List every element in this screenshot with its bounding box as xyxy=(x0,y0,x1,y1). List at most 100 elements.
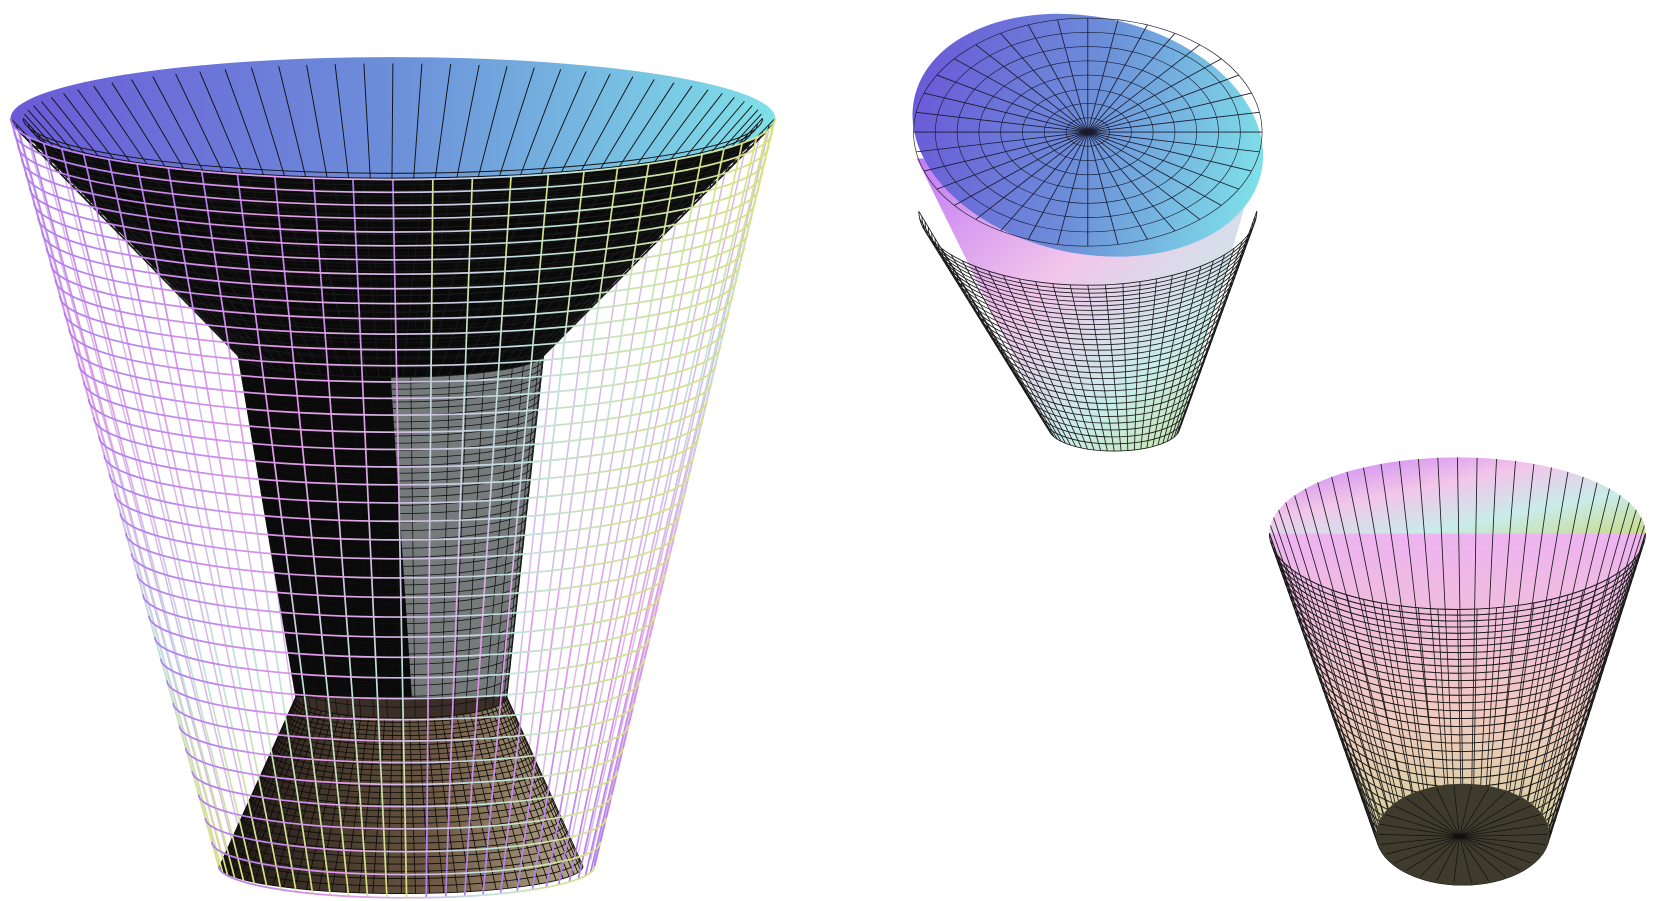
mesh-line xyxy=(77,89,261,343)
mesh-ring xyxy=(961,282,1232,341)
mesh-line xyxy=(577,143,743,880)
mesh-line xyxy=(236,174,331,896)
mesh-ring xyxy=(253,450,534,474)
mesh-ring xyxy=(275,742,528,766)
mesh-ring xyxy=(1006,357,1206,398)
mesh-ring xyxy=(1269,533,1646,610)
mesh-ring xyxy=(45,247,745,305)
mesh-ring xyxy=(1334,717,1588,779)
mesh-line xyxy=(60,148,245,883)
bottom-spoke xyxy=(1459,785,1472,837)
mesh-ring xyxy=(217,866,596,899)
mesh-ring xyxy=(235,830,568,858)
mesh-ring xyxy=(1011,365,1203,404)
mesh-line xyxy=(1380,463,1428,789)
mesh-line xyxy=(1304,488,1394,805)
mesh-line xyxy=(410,376,416,719)
mesh-ring xyxy=(1026,391,1194,424)
mesh-ring xyxy=(1001,349,1209,392)
mesh-line xyxy=(136,163,282,890)
mesh-ring xyxy=(22,118,763,174)
mesh-line xyxy=(1480,459,1497,785)
mesh-ring xyxy=(50,263,742,320)
mesh-line xyxy=(83,154,268,368)
mesh-ring xyxy=(241,817,562,844)
mesh-ring xyxy=(240,372,543,396)
mesh-line xyxy=(498,79,655,338)
mesh-ring xyxy=(184,748,624,786)
cap-ring xyxy=(1022,88,1154,176)
mesh-ring xyxy=(225,342,556,368)
mesh-ring xyxy=(271,553,523,576)
mesh-line xyxy=(459,172,567,375)
mesh-line xyxy=(352,179,388,898)
mesh-line xyxy=(1547,517,1642,824)
mesh-ring xyxy=(918,211,1258,286)
mesh-ring xyxy=(82,381,713,434)
bottom-spoke xyxy=(1436,788,1460,837)
mesh-ring xyxy=(277,737,526,761)
mesh-ring xyxy=(1302,627,1616,696)
mesh-ring xyxy=(106,218,678,265)
mesh-ring xyxy=(265,763,538,788)
mesh-line xyxy=(274,176,344,377)
mesh-line xyxy=(1346,471,1413,794)
mesh-ring xyxy=(17,145,770,207)
mesh-ring xyxy=(267,535,525,558)
mesh-line xyxy=(584,137,758,877)
mesh-ring xyxy=(59,295,734,351)
mesh-ring xyxy=(9,118,777,181)
mesh-ring xyxy=(279,732,524,756)
mesh-line xyxy=(28,137,229,877)
mesh-ring xyxy=(921,216,1256,290)
bottom-spoke xyxy=(1436,836,1460,881)
mesh-line xyxy=(273,176,350,897)
mesh-line xyxy=(390,63,394,331)
mesh-ring xyxy=(232,837,571,865)
mesh-ring xyxy=(259,482,531,506)
cap-ring xyxy=(956,46,1219,218)
bottom-spoke xyxy=(1394,805,1460,837)
mesh-ring xyxy=(996,341,1211,386)
mesh-line xyxy=(107,159,268,888)
open-cup xyxy=(1269,457,1646,886)
mesh-line xyxy=(1505,467,1552,791)
mesh-line xyxy=(268,367,318,711)
bottom-spoke xyxy=(1385,836,1460,855)
mesh-line xyxy=(470,71,587,335)
mesh-line xyxy=(390,377,402,719)
mesh-ring xyxy=(237,353,545,378)
mesh-ring xyxy=(982,318,1220,368)
mesh-ring xyxy=(57,167,728,222)
mesh-line xyxy=(531,163,650,890)
mesh-ring xyxy=(182,297,600,331)
mesh-ring xyxy=(249,798,553,824)
bottom-spoke xyxy=(1459,836,1540,855)
cap-ring xyxy=(935,31,1241,233)
mesh-ring xyxy=(103,454,695,504)
mesh-ring xyxy=(285,718,517,741)
mesh-ring xyxy=(124,236,660,280)
mesh-line xyxy=(51,145,255,365)
mesh-line xyxy=(390,179,394,378)
mesh-line xyxy=(1513,471,1569,794)
mesh-ring xyxy=(1283,573,1634,647)
mesh-ring xyxy=(1327,697,1594,761)
mesh-ring xyxy=(1324,688,1597,752)
mesh-ring xyxy=(41,231,749,290)
bottom-spoke xyxy=(1405,836,1460,871)
mesh-line xyxy=(505,356,543,700)
mesh-ring xyxy=(108,474,691,523)
bottom-spoke xyxy=(1459,834,1548,837)
mesh-line xyxy=(516,167,619,892)
mesh-line xyxy=(370,376,388,719)
mesh-ring xyxy=(98,436,700,486)
cap-ring xyxy=(1000,74,1176,190)
mesh-ring xyxy=(114,493,686,541)
mesh-ring xyxy=(246,804,556,831)
bottom-spoke xyxy=(1459,805,1532,837)
bottom-spoke xyxy=(1459,836,1546,845)
mesh-ring xyxy=(130,553,671,599)
